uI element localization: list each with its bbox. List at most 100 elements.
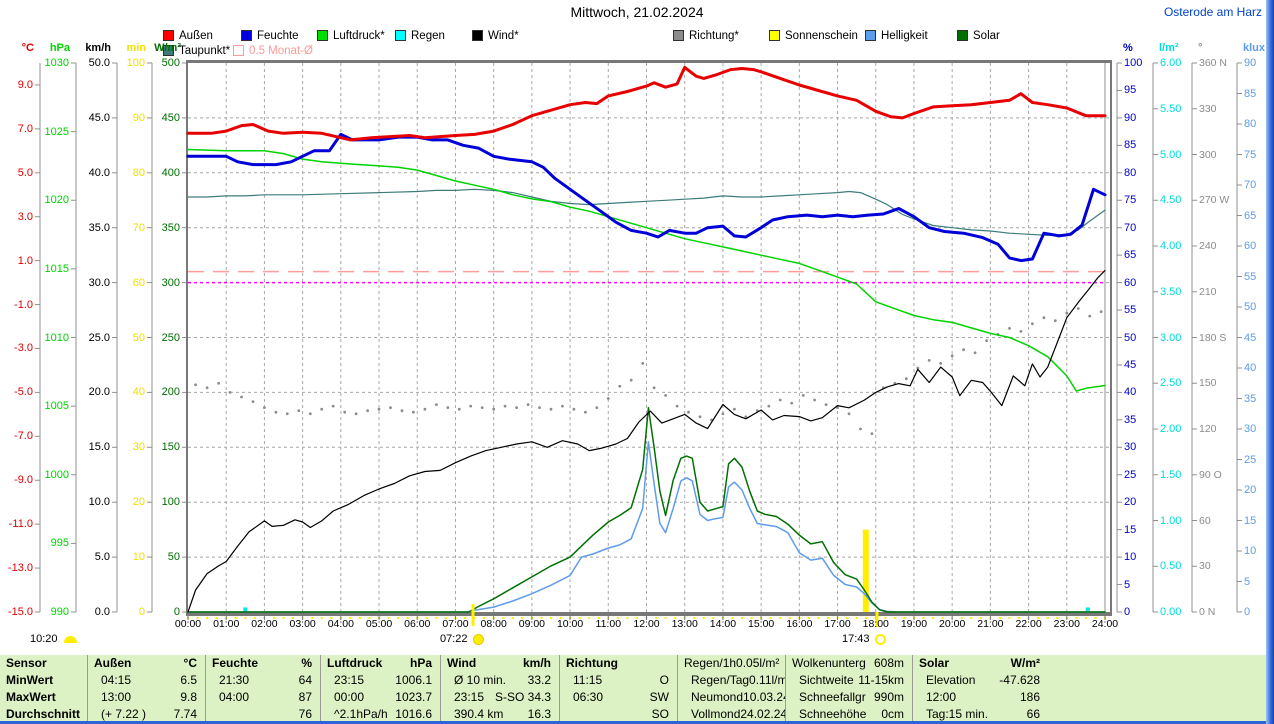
sunrise-sun-icon [472,633,484,645]
series-richtung-dot [263,406,266,409]
axis-tick-label-rain: 3.50 [1160,285,1182,298]
x-tick-label: 06:00 [404,618,431,630]
axis-tick-label-temp: -5.0 [14,386,33,399]
legend-item-richtung-: Richtung* [673,29,739,42]
series-richtung-dot [595,406,599,409]
stats-cell-label: Wind [447,656,477,670]
stats-cell-label: 13:00 [101,690,132,704]
quarter-hour-tick [540,617,543,619]
stats-cell-value: 990m [873,690,904,704]
legend-item-luftdruck-: Luftdruck* [317,29,385,42]
quarter-hour-tick [826,617,829,619]
location-link[interactable]: Osterode am Harz [1163,5,1262,19]
stats-cell-value: 0.05l/m² [736,656,780,670]
stats-cell-label: ^2.1hPa/h [334,707,388,721]
legend-label: Solar [973,29,1000,42]
series-richtung-dot [778,398,782,402]
series-richtung-dot [435,403,438,406]
series-richtung-dot [480,406,484,409]
axis-tick-label-hpa: 1000 [44,468,69,481]
axis-tick-label-hpa: 1030 [44,57,69,69]
quarter-hour-tick [483,617,486,619]
axis-tick-label-sun: 0 [138,606,145,618]
axis-tick-label-lux: 30 [1244,423,1257,435]
stats-cell-label: 21:30 [219,673,250,687]
quarter-hour-tick [893,617,896,619]
axis-tick-label-hum: 95 [1124,84,1137,97]
axis-tick-label-hum: 100 [1124,57,1143,69]
axis-tick-label-temp: -9.0 [14,474,33,487]
quarter-hour-tick [712,617,715,619]
quarter-hour-tick [1094,617,1097,619]
quarter-hour-tick [444,617,447,619]
x-tick-label: 09:00 [518,618,546,630]
stats-cell-label: Schneehöhe [799,707,867,721]
x-tick-label: 00:00 [174,618,202,630]
axis-tick-label-rain: 5.00 [1160,148,1182,161]
series-richtung-dot [217,381,221,385]
stats-cell-value: 9.8 [180,690,197,704]
quarter-hour-tick [731,617,734,619]
axis-tick-label-rain: 3.00 [1160,331,1182,344]
quarter-hour-tick [1056,617,1059,619]
series-richtung-dot [652,386,656,390]
stats-row-header: MinWert [6,673,54,687]
legend-swatch [769,30,780,41]
axis-tick-label-wind: 30.0 [88,276,110,289]
axis-tick-label-wind: 5.0 [94,551,110,564]
axis-tick-label-dir: 240 [1199,240,1217,252]
axis-tick-label-lux: 55 [1244,270,1257,283]
series-richtung-dot [240,395,243,399]
axis-tick-label-lux: 10 [1244,545,1257,557]
quarter-hour-tick [903,617,906,619]
quarter-hour-tick [960,617,963,619]
stats-cell-label: 390.4 km [454,707,504,721]
stats-cell-label: 04:15 [101,673,132,687]
series-richtung-dot [767,404,771,408]
quarter-hour-tick [206,617,209,619]
quarter-hour-tick [320,617,323,619]
chart-plot[interactable] [0,0,1274,655]
series-wind [187,269,1106,613]
axis-unit-sun: min [126,42,146,54]
axis-tick-label-temp: -13.0 [7,562,33,575]
axis-tick-label-solar: 50 [167,551,180,564]
quarter-hour-tick [779,617,782,619]
quarter-hour-tick [358,617,361,619]
x-tick-label: 01:00 [213,618,240,630]
stats-cell-label: (+ 7.22 ) [101,707,147,721]
quarter-hour-tick [1046,617,1049,619]
sunshine-bar [862,529,869,612]
axis-unit-temp: °C [21,42,34,54]
axis-tick-label-lux: 25 [1244,453,1257,466]
axis-tick-label-sun: 40 [132,386,145,399]
axis-tick-label-dir: 360 N [1199,57,1228,69]
axis-tick-label-solar: 100 [161,496,180,509]
series-richtung-dot [457,407,461,411]
quarter-hour-tick [578,617,581,619]
series-aussen [186,65,1107,142]
stats-cell-label: Regen/Tag [691,673,750,687]
x-tick-label: 12:00 [633,618,660,630]
axis-tick-label-dir: 30 [1199,560,1211,573]
axis-tick-label-hum: 55 [1124,304,1137,317]
stats-row-header: Durchschnitt [6,707,81,721]
axis-tick-label-wind: 20.0 [88,386,110,399]
axis-tick-label-rain: 1.50 [1160,468,1182,481]
sunset-sun-icon [874,633,886,645]
quarter-hour-tick [349,617,352,619]
legend-item-regen: Regen [395,29,445,42]
axis-tick-label-sun: 50 [132,331,145,344]
quarter-hour-tick [368,617,371,619]
quarter-hour-tick [292,617,295,619]
x-tick-label: 05:00 [365,618,393,630]
axis-tick-label-temp: 1.0 [17,254,33,267]
quarter-hour-tick [1084,617,1087,619]
x-tick-label: 15:00 [747,618,775,630]
legend-swatch [395,30,406,41]
series-richtung-dot [813,398,816,402]
stats-cell-label: Tag:15 min. [926,707,989,721]
series-richtung-dot [285,412,289,416]
axis-tick-label-hum: 10 [1124,551,1137,564]
stats-cell-value: 11-15km [858,673,904,687]
